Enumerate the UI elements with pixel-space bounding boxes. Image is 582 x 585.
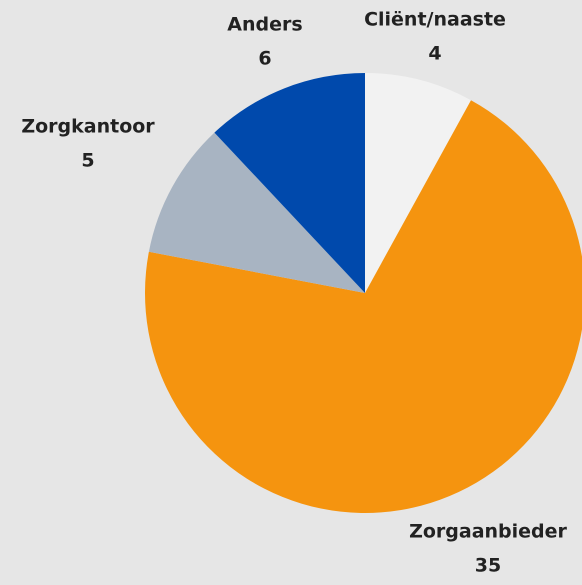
slice-value: 5 [81, 150, 94, 172]
slice-value: 35 [475, 555, 501, 577]
slice-label: Zorgaanbieder [409, 521, 567, 543]
pie-slice [214, 73, 365, 293]
slice-value: 4 [428, 43, 441, 65]
pie-slice [365, 73, 471, 293]
slice-value: 6 [258, 48, 271, 70]
pie-slice [148, 132, 365, 293]
slice-label: Cliënt/naaste [364, 9, 506, 31]
pie-slice [145, 100, 582, 513]
slice-label: Anders [227, 14, 302, 36]
slice-label: Zorgkantoor [21, 116, 155, 138]
